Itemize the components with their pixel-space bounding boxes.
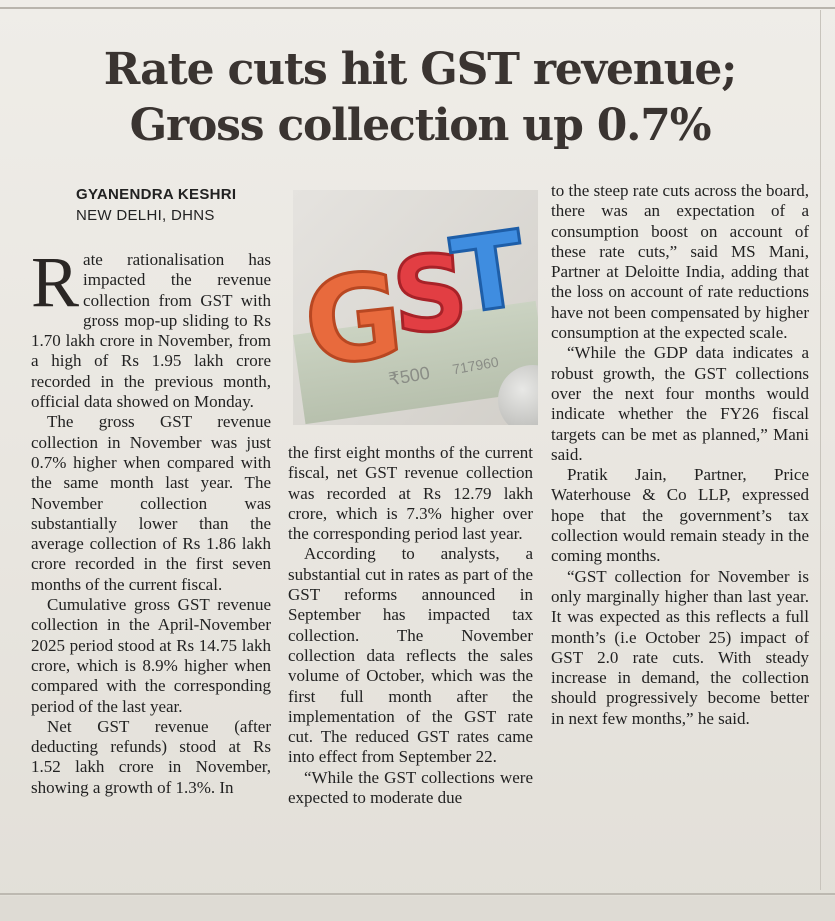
byline: GYANENDRA KESHRI NEW DELHI, DHNS <box>76 184 236 226</box>
col1-paragraph-3: Cumulative gross GST revenue collection … <box>31 595 271 716</box>
col2-paragraph-1: the first eight months of the current fi… <box>288 443 533 544</box>
col1-p1-text: ate rationalisation has impacted the rev… <box>31 250 271 412</box>
gst-photo: ₹500 717960 G S T <box>293 190 538 425</box>
headline-line-1: Rate cuts hit GST revenue; <box>103 44 738 95</box>
author-name: GYANENDRA KESHRI <box>76 186 237 203</box>
letter-s: S <box>388 231 471 358</box>
bottom-rule <box>0 893 835 895</box>
col3-paragraph-1: to the steep rate cuts across the board,… <box>551 181 809 343</box>
gst-letters-graphic: G S T <box>296 206 534 394</box>
col1-paragraph-4: Net GST revenue (after deducting refunds… <box>31 716 271 797</box>
col2-paragraph-3: “While the GST collections were expected… <box>288 767 533 808</box>
col3-paragraph-3: Pratik Jain, Partner, Price Waterhouse &… <box>551 465 809 566</box>
column-3: to the steep rate cuts across the board,… <box>551 181 809 729</box>
letter-g: G <box>298 245 409 392</box>
col1-paragraph-2: The gross GST revenue collection in Nove… <box>31 412 271 594</box>
right-rule <box>820 10 821 890</box>
col3-paragraph-2: “While the GDP data indicates a robust g… <box>551 343 809 464</box>
top-rule <box>0 7 835 9</box>
dateline: NEW DELHI, DHNS <box>76 207 215 224</box>
col3-paragraph-4: “GST collection for November is only mar… <box>551 566 809 728</box>
headline-line-2: Gross collection up 0.7% <box>129 100 712 151</box>
next-article-strip <box>0 896 835 921</box>
headline: Rate cuts hit GST revenue; Gross collect… <box>40 42 800 154</box>
column-2: the first eight months of the current fi… <box>288 443 533 808</box>
col2-paragraph-2: According to analysts, a substantial cut… <box>288 544 533 767</box>
drop-cap: R <box>31 242 80 322</box>
